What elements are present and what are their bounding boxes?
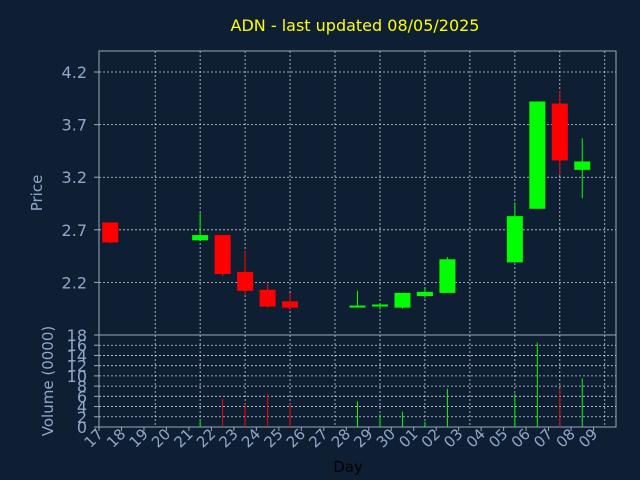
x-axis-label: Day (333, 458, 363, 476)
volume-tick-label: 4 (77, 398, 87, 417)
candle-body (551, 103, 568, 161)
candle-body (371, 304, 388, 307)
candle-body (214, 235, 231, 274)
candle-body (574, 161, 591, 170)
candle-body (282, 301, 299, 308)
price-tick-label: 4.2 (62, 63, 87, 82)
candle-body (102, 222, 119, 243)
price-candles (102, 90, 591, 310)
price-tick-label: 2.7 (62, 221, 87, 240)
volume-tick-label: 0 (77, 418, 87, 437)
volume-tick-label: 18 (67, 326, 87, 345)
candle-body (192, 235, 209, 241)
volume-tick-label: 2 (77, 408, 87, 427)
volume-tick-label: 16 (67, 336, 87, 355)
day-axis-ticks: 1718192021222324252627282930010203040506… (81, 425, 602, 451)
volume-tick-label: 8 (77, 377, 87, 396)
candle-body (506, 216, 523, 263)
price-axis-label: Price (28, 175, 46, 212)
day-tick-label: 09 (575, 425, 601, 451)
volume-axis-label: Volume (0000) (39, 326, 57, 436)
candle-body (416, 291, 433, 297)
candle-body (529, 101, 546, 209)
chart-title: ADN - last updated 08/05/2025 (231, 16, 480, 35)
candle-body (439, 259, 456, 293)
candle-body (349, 305, 366, 308)
candle-body (259, 289, 276, 307)
price-tick-label: 3.7 (62, 116, 87, 135)
price-tick-label: 2.2 (62, 273, 87, 292)
volume-tick-label: 12 (67, 357, 87, 376)
price-tick-label: 3.2 (62, 168, 87, 187)
price-gridlines (99, 51, 616, 335)
volume-tick-label: 14 (67, 346, 87, 365)
candle-body (394, 292, 411, 308)
volume-bars (199, 342, 583, 427)
volume-tick-label: 10 (67, 367, 87, 386)
volume-tick-label: 6 (77, 387, 87, 406)
price-axis-ticks: 2.2 2.7 3.2 3.7 4.2 (62, 63, 99, 292)
candle-body (237, 271, 254, 291)
